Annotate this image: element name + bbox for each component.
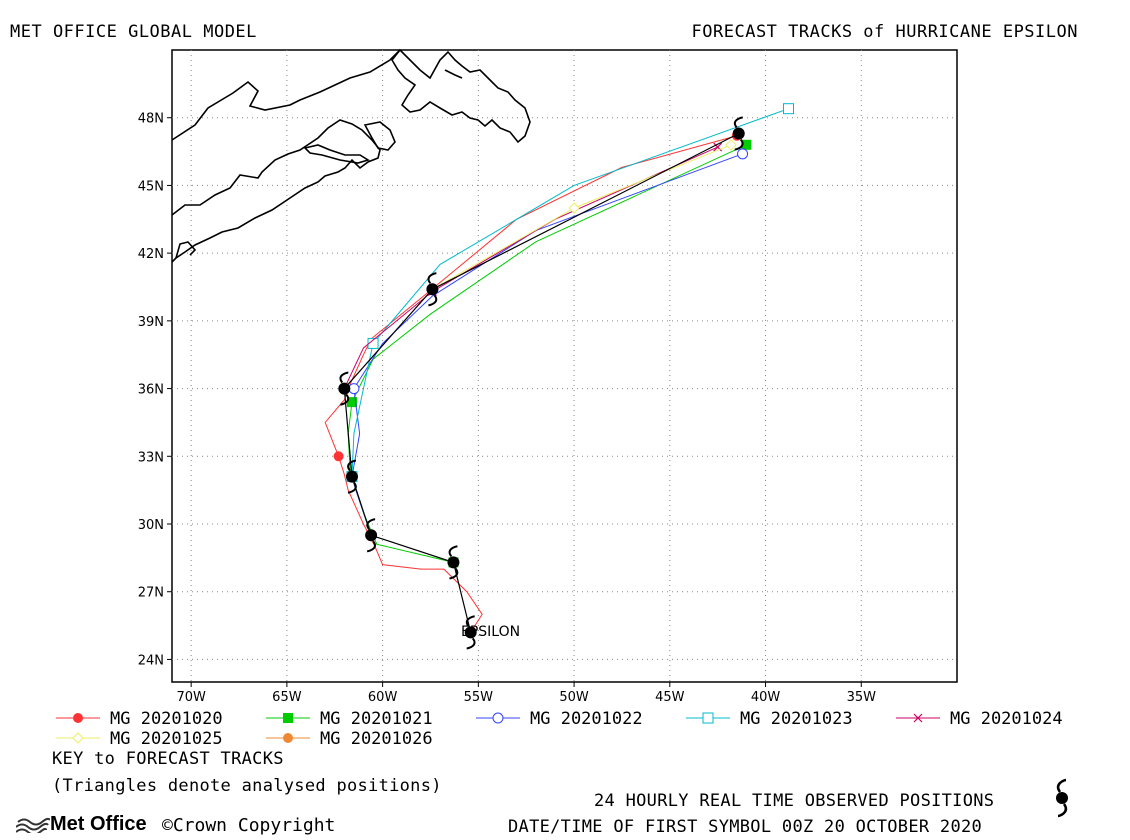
lat-tick-label: 27N <box>138 586 164 601</box>
lon-tick-label: 60W <box>368 690 398 705</box>
storm-label: EPSILON <box>461 624 520 640</box>
track-point <box>367 337 379 349</box>
legend-item: MG 20201025 <box>56 729 223 749</box>
observed-note: 24 HOURLY REAL TIME OBSERVED POSITIONS <box>594 791 995 811</box>
observed-position-icon <box>338 371 351 406</box>
track-point <box>741 139 752 150</box>
legend-item: MG 20201022 <box>476 709 643 729</box>
legend-label: MG 20201024 <box>950 709 1063 729</box>
legend-label: MG 20201025 <box>110 729 223 749</box>
legend-marker <box>283 713 293 723</box>
axis-labels: 70W 65W 60W 55W 50W 45W 40W 35W 24N 27N 30N 33N 36N 3… <box>138 112 876 705</box>
legend-label: MG 20201026 <box>320 729 433 749</box>
lat-tick-label: 48N <box>138 112 164 127</box>
legend-marker <box>913 713 923 723</box>
legend-item: MG 20201023 <box>686 709 853 729</box>
track-point <box>783 103 795 115</box>
lat-tick-label: 30N <box>138 518 164 533</box>
copyright: ©Crown Copyright <box>162 815 336 836</box>
legend-marker <box>702 712 714 724</box>
track-point <box>737 148 749 160</box>
waves-icon <box>16 817 50 833</box>
track-point <box>346 397 357 408</box>
logo-text: Met Office <box>50 813 147 835</box>
legend-label: MG 20201023 <box>740 709 853 729</box>
met-office-logo: Met Office <box>16 813 147 836</box>
track-point <box>333 451 344 462</box>
observed-track <box>338 116 745 650</box>
key-note: (Triangles denote analysed positions) <box>52 776 442 796</box>
legend-marker <box>492 712 504 724</box>
key-title: KEY to FORECAST TRACKS <box>52 749 284 769</box>
lat-tick-label: 39N <box>138 315 164 330</box>
legend-label: MG 20201020 <box>110 709 223 729</box>
observed-position-icon <box>732 116 745 151</box>
legend-item: MG 20201021 <box>266 709 433 729</box>
lon-tick-label: 55W <box>464 690 494 705</box>
legend-label: MG 20201022 <box>530 709 643 729</box>
legend-marker <box>283 733 293 743</box>
legend-marker <box>72 732 84 744</box>
lat-tick-label: 33N <box>138 450 164 465</box>
track-point <box>568 202 580 214</box>
map-frame <box>171 49 958 683</box>
legend-marker <box>73 713 83 723</box>
coastline <box>171 48 531 263</box>
legend-item: MG 20201024 <box>896 709 1063 729</box>
lon-tick-label: 70W <box>176 690 206 705</box>
lat-tick-label: 24N <box>138 653 164 668</box>
chart-title: FORECAST TRACKS of HURRICANE EPSILON <box>691 22 1078 42</box>
lon-tick-label: 65W <box>272 690 302 705</box>
legend-item: MG 20201020 <box>56 709 223 729</box>
lat-tick-label: 45N <box>138 179 164 194</box>
lat-tick-label: 36N <box>138 383 164 398</box>
observed-position-icon <box>426 272 439 307</box>
track-point <box>348 383 360 395</box>
model-title: MET OFFICE GLOBAL MODEL <box>10 22 257 42</box>
lon-tick-label: 40W <box>751 690 781 705</box>
track-line <box>347 144 747 563</box>
lat-tick-label: 42N <box>138 247 164 262</box>
track-point <box>725 139 737 151</box>
hurricane-symbol-icon <box>1056 778 1068 818</box>
datetime-note: DATE/TIME OF FIRST SYMBOL 00Z 20 OCTOBER… <box>508 817 983 837</box>
observed-position-icon <box>365 518 378 553</box>
lon-tick-label: 35W <box>847 690 877 705</box>
observed-position-icon <box>345 459 358 494</box>
observed-position-icon <box>464 615 477 650</box>
track-line <box>324 135 737 633</box>
legend-item: MG 20201026 <box>266 729 433 749</box>
track-point <box>713 142 723 152</box>
observed-position-icon <box>447 545 460 580</box>
legend-label: MG 20201021 <box>320 709 433 729</box>
lon-tick-label: 50W <box>559 690 589 705</box>
lon-tick-label: 45W <box>655 690 685 705</box>
legend: MG 20201020 MG 20201021 MG 20201022 MG 2020… <box>56 709 1063 749</box>
